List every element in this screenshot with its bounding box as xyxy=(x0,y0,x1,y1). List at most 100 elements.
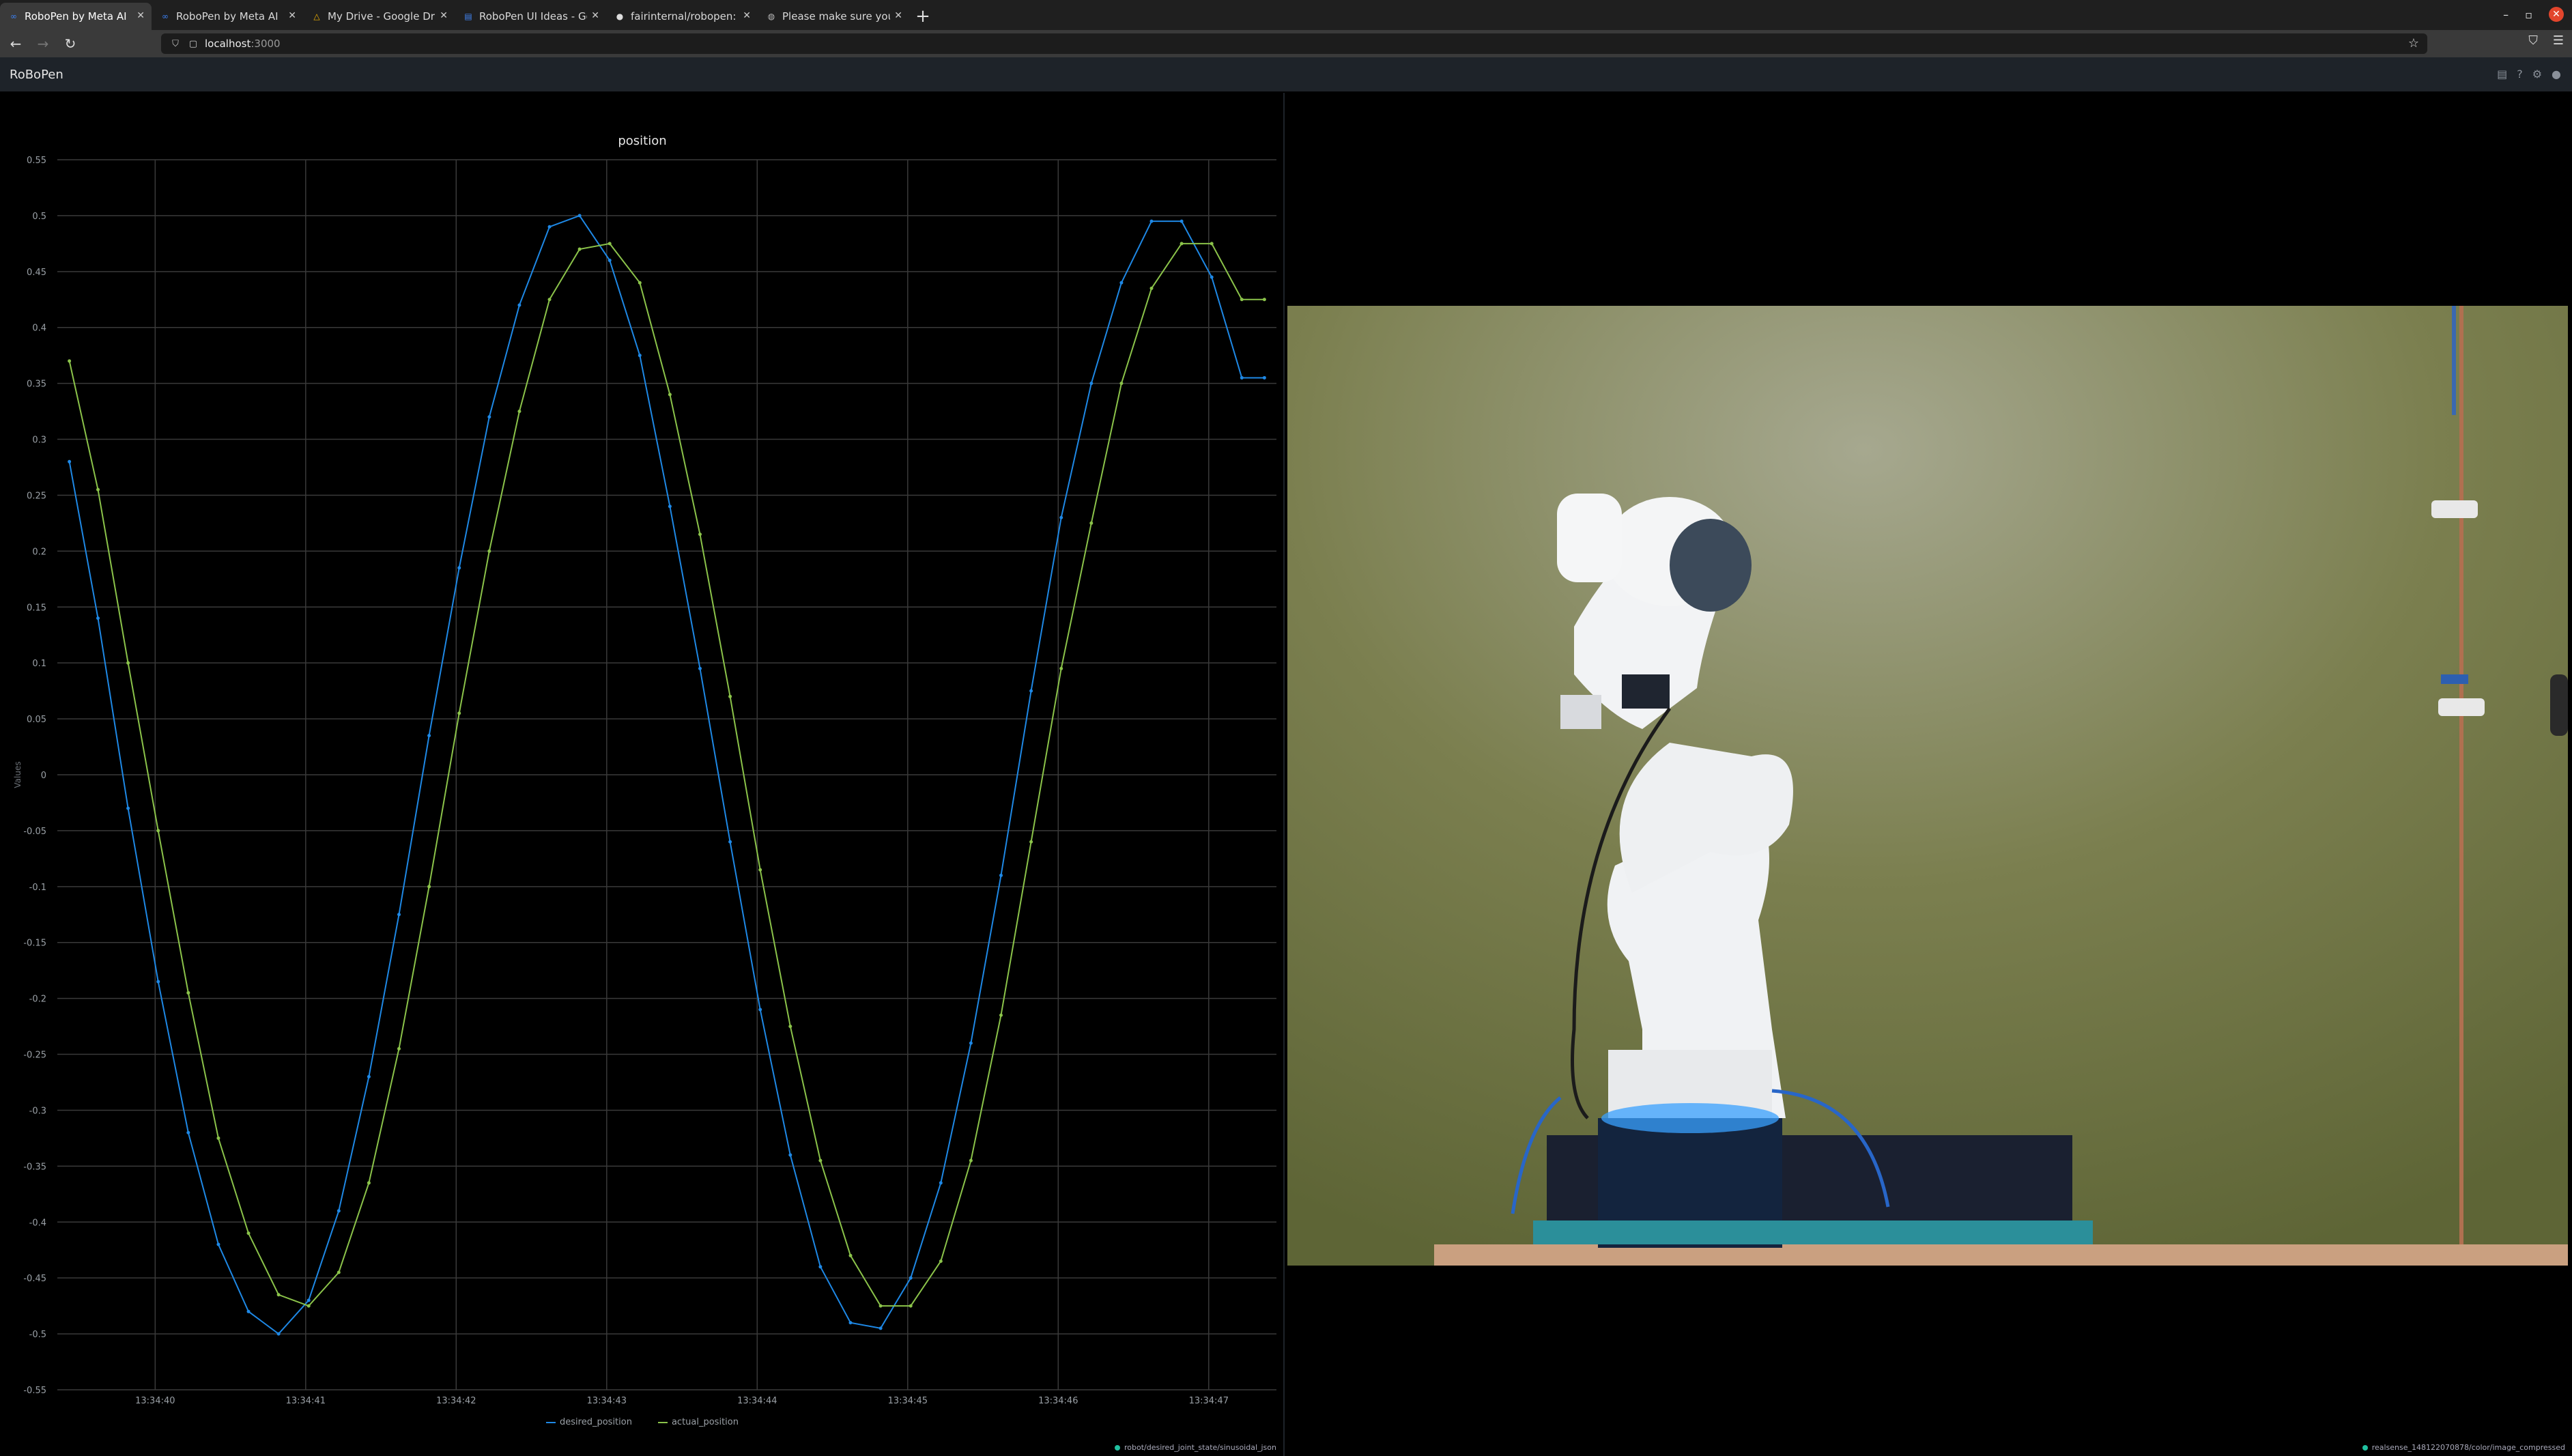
data-point-desired_position xyxy=(186,1130,190,1134)
data-point-desired_position xyxy=(818,1265,823,1269)
browser-toolbar: ← → ↻ ⛉ ▢ localhost:3000 ☆ ⛉ ☰ xyxy=(0,30,2572,57)
data-point-actual_position xyxy=(306,1304,311,1308)
data-point-actual_position xyxy=(156,829,160,833)
page-icon: ▢ xyxy=(188,38,198,49)
data-point-actual_position xyxy=(577,247,582,251)
y-tick-label: 0.05 xyxy=(27,715,46,725)
data-point-desired_position xyxy=(68,459,72,463)
y-tick-label: -0.35 xyxy=(23,1162,46,1172)
browser-tab[interactable]: ∞ RoboPen by Meta AI ✕ xyxy=(0,3,152,30)
data-point-actual_position xyxy=(668,392,672,397)
tab-title: RoboPen by Meta AI xyxy=(176,10,278,23)
entity-path-label: realsense_148122070878/color/image_compr… xyxy=(2371,1443,2565,1452)
browser-toolbar-actions: ⛉ ☰ xyxy=(2528,33,2564,48)
x-tick-label: 13:34:42 xyxy=(436,1396,476,1406)
data-point-actual_position xyxy=(818,1158,823,1162)
entity-path-left: robot/desired_joint_state/sinusoidal_jso… xyxy=(1114,1443,1276,1452)
x-tick-label: 13:34:41 xyxy=(286,1396,326,1406)
browser-tab[interactable]: ● fairinternal/robopen: Ro ✕ xyxy=(606,3,758,30)
browser-tab-strip: ∞ RoboPen by Meta AI ✕ ∞ RoboPen by Meta AI ✕… xyxy=(0,0,2572,30)
data-point-actual_position xyxy=(517,410,521,414)
settings-icon[interactable]: ⚙ xyxy=(2532,68,2543,81)
browser-tab[interactable]: △ My Drive - Google Drive ✕ xyxy=(303,3,455,30)
forward-icon[interactable]: → xyxy=(37,35,49,52)
legend-item-actual[interactable]: actual_position xyxy=(657,1417,739,1427)
data-point-desired_position xyxy=(1059,515,1063,519)
tab-close-icon[interactable]: ✕ xyxy=(743,10,751,21)
data-point-actual_position xyxy=(1180,242,1184,246)
position-chart[interactable]: 0.55 0.5 0.45 0.4 0.35 0.3 0.25 0.2 0.15 0.1 0.05 0… xyxy=(0,93,1285,1417)
data-point-desired_position xyxy=(1119,281,1124,285)
data-point-desired_position xyxy=(156,980,160,984)
y-tick-label: 0.3 xyxy=(32,436,46,446)
data-point-desired_position xyxy=(878,1326,883,1330)
browser-tab[interactable]: ▤ RoboPen UI Ideas - Goog ✕ xyxy=(455,3,606,30)
data-point-desired_position xyxy=(1180,219,1184,223)
legend-label-actual: actual_position xyxy=(671,1417,739,1427)
x-tick-label: 13:34:43 xyxy=(587,1396,627,1406)
tab-close-icon[interactable]: ✕ xyxy=(440,10,448,21)
data-point-desired_position xyxy=(397,913,401,917)
data-point-desired_position xyxy=(969,1041,973,1045)
legend-swatch-desired xyxy=(546,1421,556,1423)
robot-arm-image xyxy=(1287,306,2568,1266)
maximize-icon[interactable]: ▫ xyxy=(2525,8,2532,21)
site-info-icon[interactable]: ⛉ xyxy=(172,38,179,49)
legend-item-desired[interactable]: desired_position xyxy=(546,1417,632,1427)
layout-icon[interactable]: ▤ xyxy=(2497,68,2508,81)
data-point-actual_position xyxy=(939,1259,943,1264)
browser-tab[interactable]: ∞ RoboPen by Meta AI ✕ xyxy=(152,3,303,30)
back-icon[interactable]: ← xyxy=(10,35,22,52)
data-point-desired_position xyxy=(758,1008,762,1012)
google-drive-icon: △ xyxy=(313,12,320,21)
data-point-actual_position xyxy=(1240,298,1244,302)
tab-close-icon[interactable]: ✕ xyxy=(894,10,902,21)
tab-close-icon[interactable]: ✕ xyxy=(137,10,145,21)
data-point-desired_position xyxy=(517,303,521,307)
data-point-actual_position xyxy=(487,549,491,553)
google-docs-icon: ▤ xyxy=(464,12,472,21)
browser-tab[interactable]: ◍ Please make sure you ha ✕ xyxy=(758,3,909,30)
meta-logo-icon: ∞ xyxy=(162,12,169,21)
legend-swatch-actual xyxy=(657,1421,668,1423)
x-tick-label: 13:34:40 xyxy=(135,1396,175,1406)
y-tick-label: -0.5 xyxy=(29,1330,46,1340)
close-window-icon[interactable]: ✕ xyxy=(2549,7,2564,22)
reload-icon[interactable]: ↻ xyxy=(64,35,76,52)
data-point-desired_position xyxy=(96,616,100,620)
github-icon[interactable]: ● xyxy=(2552,68,2561,81)
minimize-icon[interactable]: – xyxy=(2503,8,2509,21)
address-bar[interactable]: ⛉ ▢ localhost:3000 ☆ xyxy=(161,33,2427,54)
data-point-desired_position xyxy=(788,1153,792,1157)
data-point-desired_position xyxy=(1262,375,1266,380)
tab-close-icon[interactable]: ✕ xyxy=(591,10,599,21)
y-tick-label: 0 xyxy=(41,771,46,781)
data-point-actual_position xyxy=(547,298,552,302)
data-point-actual_position xyxy=(788,1025,792,1029)
data-point-actual_position xyxy=(758,868,762,872)
y-tick-label: 0.35 xyxy=(27,380,46,390)
tab-title: RoboPen by Meta AI xyxy=(25,10,127,23)
data-point-actual_position xyxy=(909,1304,913,1308)
time-series-panel: position 0.55 0.5 0.45 0.4 0.35 0.3 0.25 0.2 0.1… xyxy=(0,93,1285,1456)
data-point-actual_position xyxy=(1029,840,1033,844)
data-point-actual_position xyxy=(848,1253,853,1257)
data-point-desired_position xyxy=(608,258,612,262)
menu-icon[interactable]: ☰ xyxy=(2552,33,2564,48)
tab-close-icon[interactable]: ✕ xyxy=(288,10,296,21)
new-tab-button[interactable]: + xyxy=(915,6,930,27)
data-point-desired_position xyxy=(848,1321,853,1325)
data-point-actual_position xyxy=(1262,298,1266,302)
help-icon[interactable]: ? xyxy=(2517,68,2523,81)
y-tick-label: -0.45 xyxy=(23,1274,46,1284)
data-point-desired_position xyxy=(276,1332,281,1336)
y-tick-label: 0.5 xyxy=(32,212,46,222)
bookmark-star-icon[interactable]: ☆ xyxy=(2407,36,2419,51)
x-tick-label: 13:34:45 xyxy=(888,1396,928,1406)
data-point-actual_position xyxy=(68,359,72,363)
data-point-desired_position xyxy=(638,354,642,358)
data-point-actual_position xyxy=(1119,382,1124,386)
data-point-actual_position xyxy=(999,1013,1003,1017)
github-icon: ● xyxy=(616,12,624,21)
pocket-icon[interactable]: ⛉ xyxy=(2528,33,2538,48)
